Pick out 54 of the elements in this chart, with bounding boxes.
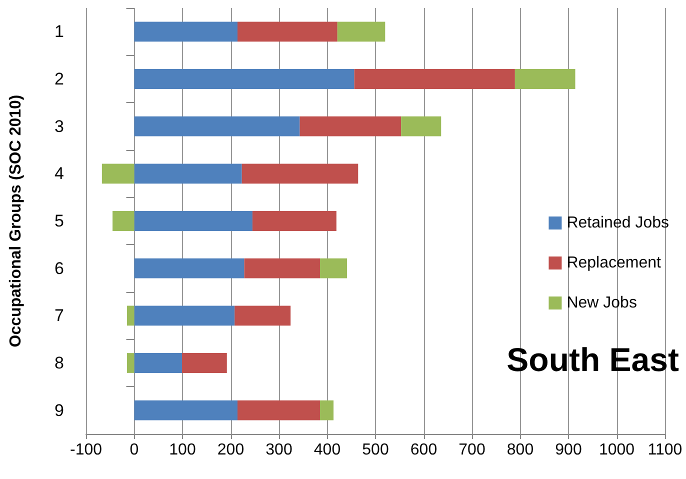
bar: [134, 211, 252, 231]
y-axis-title: Occupational Groups (SOC 2010): [8, 94, 24, 348]
y-tick-label: 5: [54, 212, 64, 230]
bar: [401, 116, 442, 136]
y-tick-label: 1: [54, 22, 64, 42]
bar: [244, 258, 320, 278]
bar: [182, 353, 227, 373]
y-tick-label: 8: [54, 354, 64, 372]
x-tick-label: 900: [555, 442, 582, 458]
x-tick-label: 1000: [598, 442, 635, 458]
bar: [300, 116, 402, 136]
x-tick-label: 1100: [648, 442, 682, 458]
x-tick-label: 800: [506, 442, 534, 458]
bar: [127, 306, 134, 326]
x-tick-label: 300: [266, 442, 292, 458]
legend-label: New Jobs: [566, 294, 637, 312]
y-tick-label: 7: [54, 306, 64, 326]
bar: [234, 306, 291, 326]
bar: [127, 353, 134, 373]
bar: [134, 353, 182, 373]
bar: [112, 211, 134, 231]
x-tick-label: 600: [410, 442, 438, 458]
y-tick-label: 3: [54, 116, 64, 136]
text: South East: [506, 341, 680, 378]
bar: [134, 69, 354, 89]
x-tick-label: 400: [314, 442, 341, 458]
x-tick-label: 500: [362, 442, 389, 458]
x-tick-label: 100: [169, 442, 196, 458]
bar: [134, 164, 242, 184]
bar: [320, 258, 348, 278]
y-tick-label: 2: [54, 70, 64, 88]
bar: [134, 22, 238, 42]
bar: [134, 116, 300, 136]
y-tick-label: 6: [54, 258, 64, 278]
x-tick-label: 0: [130, 442, 139, 458]
bar: [337, 22, 386, 42]
bar: [320, 400, 334, 420]
y-tick-label: 4: [54, 164, 64, 184]
bar: [102, 164, 134, 184]
bar: [238, 400, 320, 420]
bar: [514, 69, 576, 89]
x-tick-label: 200: [217, 442, 244, 458]
legend-label: Retained Jobs: [566, 214, 670, 232]
bar: [354, 69, 515, 89]
bar: [134, 400, 238, 420]
bar: [134, 258, 244, 278]
legend-label: Replacement: [566, 254, 662, 272]
bar: [238, 22, 338, 42]
bar: [242, 164, 358, 184]
y-tick-label: 9: [54, 400, 64, 420]
bar: [252, 211, 336, 231]
x-tick-label: -100: [70, 442, 102, 458]
bar: [134, 306, 235, 326]
x-tick-label: 700: [458, 442, 486, 458]
